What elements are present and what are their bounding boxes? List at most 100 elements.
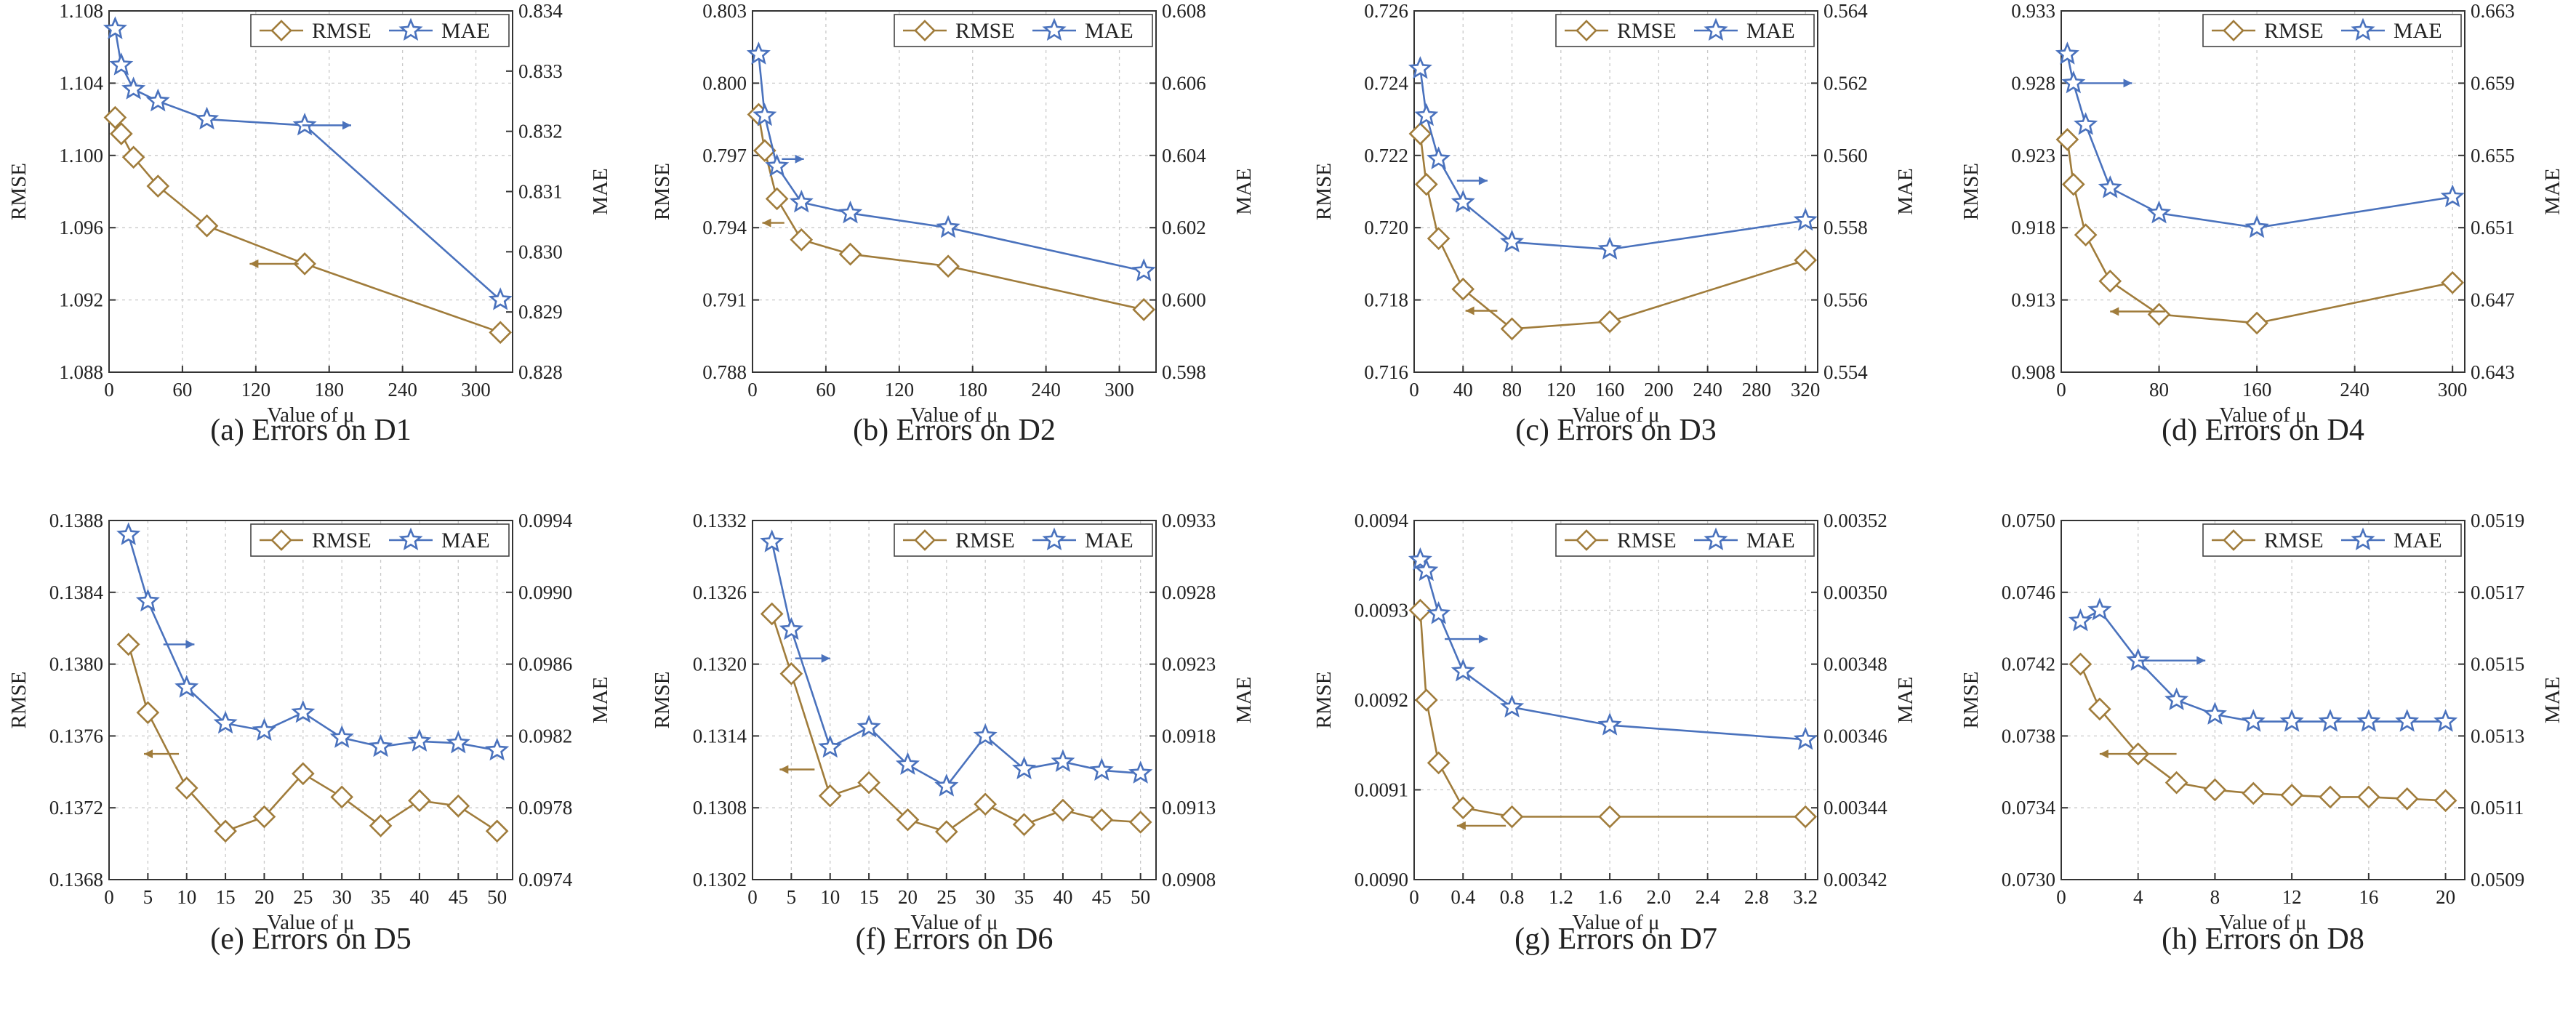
data-point-mae [2241, 709, 2266, 732]
series-line-mae [758, 54, 1144, 273]
y2-tick-label: 0.0509 [2471, 869, 2524, 891]
y2-tick-label: 0.647 [2471, 289, 2515, 311]
x-tick-label: 120 [885, 379, 915, 401]
panel-caption: (c) Errors on D3 [1515, 414, 1716, 447]
legend-marker-rmse [2223, 529, 2244, 551]
y2-tick-label: 0.0994 [518, 510, 573, 531]
x-tick-label: 3.2 [1793, 886, 1818, 908]
arrow-head [762, 218, 771, 228]
data-point-rmse [896, 808, 920, 832]
data-point-mae [2068, 608, 2093, 632]
series-line-rmse [127, 644, 498, 832]
x-tick-label: 50 [1131, 886, 1150, 908]
data-point-rmse [146, 174, 170, 198]
data-point-rmse [446, 794, 470, 818]
data-point-mae [856, 715, 881, 738]
x-tick-label: 40 [1453, 379, 1473, 401]
y2-tick-label: 0.00350 [1823, 582, 1887, 603]
x-tick-label: 2.4 [1696, 886, 1720, 908]
y-tick-label: 0.0092 [1355, 689, 1408, 711]
y2-tick-label: 0.0978 [518, 797, 572, 819]
data-point-rmse [293, 252, 316, 276]
x-tick-label: 120 [1546, 379, 1576, 401]
data-point-rmse [252, 805, 276, 829]
y-tick-label: 0.0746 [2002, 582, 2055, 603]
y-axis-label: RMSE [7, 163, 31, 220]
legend-marker-mae [1704, 527, 1728, 551]
legend-marker-mae [1042, 527, 1067, 551]
data-point-mae [1793, 726, 1818, 750]
data-point-rmse [2074, 223, 2098, 246]
y2-tick-label: 0.833 [518, 60, 563, 82]
x-tick-label: 300 [1104, 379, 1134, 401]
data-point-mae [1089, 757, 1114, 781]
y-tick-label: 0.791 [702, 289, 747, 311]
data-point-rmse [291, 762, 315, 786]
x-tick-label: 240 [2340, 379, 2370, 401]
x-tick-label: 1.2 [1549, 886, 1573, 908]
data-point-mae [407, 728, 432, 752]
data-point-rmse [485, 819, 509, 843]
x-tick-label: 10 [177, 886, 196, 908]
data-point-mae [2074, 112, 2098, 135]
data-point-mae [292, 113, 317, 136]
data-point-mae [291, 699, 316, 723]
y-tick-label: 0.928 [2011, 72, 2055, 94]
panel-caption: (h) Errors on D8 [2162, 922, 2364, 956]
x-tick-label: 240 [1031, 379, 1061, 401]
legend-marker-rmse [1576, 529, 1597, 551]
data-point-mae [2356, 709, 2381, 732]
legend-marker-rmse [914, 529, 936, 551]
data-point-mae [1450, 659, 1475, 682]
y-axis-label: RMSE [1312, 672, 1336, 729]
data-point-mae [1131, 258, 1156, 281]
data-point-rmse [1012, 813, 1036, 837]
arrow-right-axis [782, 154, 804, 164]
data-point-rmse [1794, 249, 1818, 272]
x-tick-label: 0 [1409, 886, 1419, 908]
data-point-rmse [1128, 811, 1152, 834]
arrow-left-axis [762, 218, 785, 228]
data-point-mae [103, 16, 127, 39]
data-point-mae [2146, 200, 2172, 224]
data-point-rmse [818, 784, 842, 808]
data-point-mae [1427, 146, 1451, 169]
y2-axis-label: MAE [2541, 677, 2564, 723]
plot-frame [2061, 520, 2465, 880]
legend-marker-rmse [270, 529, 292, 551]
arrow-head [342, 121, 351, 130]
data-point-mae [1414, 558, 1439, 582]
y-tick-label: 0.908 [2011, 361, 2055, 383]
y-tick-label: 0.1376 [49, 725, 103, 747]
data-point-mae [838, 200, 863, 224]
legend-label-mae: MAE [1085, 528, 1133, 552]
data-point-rmse [1414, 172, 1438, 196]
data-point-mae [446, 730, 470, 754]
arrow-right-axis [163, 640, 195, 649]
x-tick-label: 45 [1092, 886, 1112, 908]
data-point-rmse [790, 228, 814, 252]
data-point-rmse [1090, 808, 1114, 832]
y2-tick-label: 0.0990 [518, 582, 572, 603]
y-tick-label: 0.0091 [1355, 779, 1408, 801]
x-tick-label: 25 [293, 886, 313, 908]
y2-tick-label: 0.0511 [2471, 797, 2524, 819]
y-tick-label: 0.1326 [693, 582, 747, 603]
plot-frame [2061, 10, 2465, 373]
y-tick-label: 1.104 [59, 72, 103, 94]
arrow-head [2196, 656, 2206, 665]
y2-tick-label: 0.828 [518, 361, 563, 383]
y2-tick-label: 0.0933 [1162, 510, 1216, 531]
series-line-rmse [758, 114, 1144, 311]
data-point-rmse [2061, 172, 2085, 196]
x-tick-label: 60 [816, 379, 835, 401]
arrow-right-axis [1456, 176, 1488, 185]
legend-marker-mae [1704, 17, 1728, 41]
data-point-mae [116, 522, 141, 545]
data-point-rmse [2433, 789, 2457, 813]
y2-axis-label: MAE [1894, 677, 1917, 723]
y-tick-label: 0.1388 [49, 510, 103, 531]
x-tick-label: 0 [2056, 379, 2066, 401]
y-tick-label: 0.1314 [693, 725, 747, 747]
